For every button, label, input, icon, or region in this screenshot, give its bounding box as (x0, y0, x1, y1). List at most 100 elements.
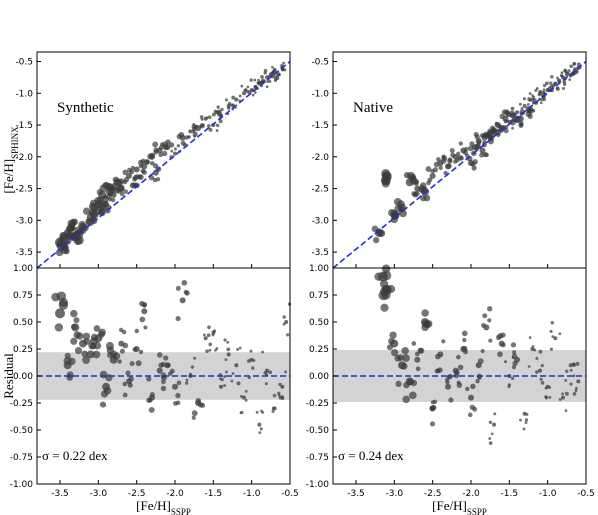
data-point (140, 158, 146, 164)
data-point (102, 205, 108, 211)
data-point (271, 409, 275, 413)
data-point (165, 362, 171, 368)
data-point (123, 177, 130, 183)
data-point (170, 149, 174, 153)
data-point (138, 164, 143, 169)
data-point (522, 104, 527, 108)
data-point (430, 400, 435, 405)
data-point (567, 69, 571, 73)
data-point (253, 78, 257, 82)
data-point (547, 86, 552, 90)
data-point (487, 306, 493, 312)
data-point (225, 370, 228, 374)
data-point (160, 385, 167, 392)
data-point (96, 196, 104, 204)
data-point (205, 349, 209, 354)
data-point (457, 364, 464, 371)
data-point (461, 330, 468, 337)
data-point (161, 150, 168, 157)
data-point (397, 354, 404, 361)
data-point (207, 115, 212, 119)
data-point (282, 322, 286, 326)
data-point (402, 354, 410, 362)
data-point (487, 318, 492, 323)
x-tick-label: -3.5 (51, 489, 69, 499)
data-point (121, 329, 127, 335)
data-point (373, 236, 380, 244)
data-point (531, 108, 536, 113)
data-point (381, 270, 392, 281)
data-point (200, 118, 204, 121)
y-tick-label: -0.50 (10, 426, 34, 436)
data-point (456, 354, 461, 360)
data-point (421, 323, 429, 332)
data-point (110, 197, 116, 203)
data-point (168, 142, 175, 148)
data-point (437, 367, 443, 373)
data-point (510, 106, 515, 111)
data-point (226, 352, 231, 357)
data-point (553, 336, 558, 341)
data-point (224, 358, 228, 362)
data-point (381, 289, 391, 300)
data-point (58, 300, 69, 310)
panel-synthetic-residual: -1.00 -0.75 -0.50 -0.25 0.00 0.25 0.50 0.75 1.00… (1, 264, 299, 515)
data-point (469, 404, 475, 410)
data-point (190, 365, 195, 369)
data-point (176, 133, 182, 140)
data-point (82, 356, 91, 364)
data-point (448, 397, 454, 403)
data-point (469, 141, 475, 147)
data-point (371, 225, 379, 233)
data-point (163, 355, 169, 361)
data-point (272, 393, 277, 398)
data-point (253, 91, 257, 94)
data-point (156, 367, 163, 374)
data-point (223, 384, 226, 388)
data-point (576, 379, 581, 384)
y-tick-label: -2.0 (311, 153, 329, 163)
data-point (441, 339, 446, 344)
data-point (122, 381, 127, 387)
data-point (234, 97, 239, 102)
data-point (544, 386, 548, 390)
data-point (240, 394, 243, 398)
data-point (252, 359, 256, 362)
data-point (74, 235, 84, 245)
data-point (463, 146, 469, 152)
data-point (271, 406, 275, 410)
data-point (490, 432, 494, 436)
data-point (133, 166, 140, 173)
x-tick-label: -2.5 (424, 489, 442, 499)
data-point (192, 131, 198, 137)
data-point (555, 86, 560, 90)
data-point (183, 289, 189, 295)
data-point (207, 325, 211, 330)
data-point (540, 363, 544, 368)
data-point (412, 191, 419, 198)
data-point (139, 316, 146, 323)
data-point (129, 361, 135, 367)
data-point (558, 332, 562, 336)
data-point (535, 356, 539, 360)
y-axis-label: Residual (1, 353, 16, 399)
data-point (515, 110, 519, 115)
data-point (511, 365, 517, 370)
y-tick-label: -0.75 (10, 453, 33, 463)
data-point (544, 395, 548, 398)
data-point (219, 384, 223, 389)
y-tick-label: 0.00 (309, 372, 329, 382)
data-point (454, 369, 460, 376)
data-point (273, 79, 277, 82)
data-point (107, 352, 114, 359)
data-point (395, 380, 402, 388)
data-point (553, 81, 557, 85)
data-point (236, 348, 240, 351)
data-point (488, 437, 492, 440)
data-point (55, 248, 64, 257)
data-point (456, 380, 461, 385)
data-point (575, 69, 579, 73)
data-point (569, 368, 573, 372)
data-point (258, 431, 262, 435)
data-point (532, 95, 536, 99)
